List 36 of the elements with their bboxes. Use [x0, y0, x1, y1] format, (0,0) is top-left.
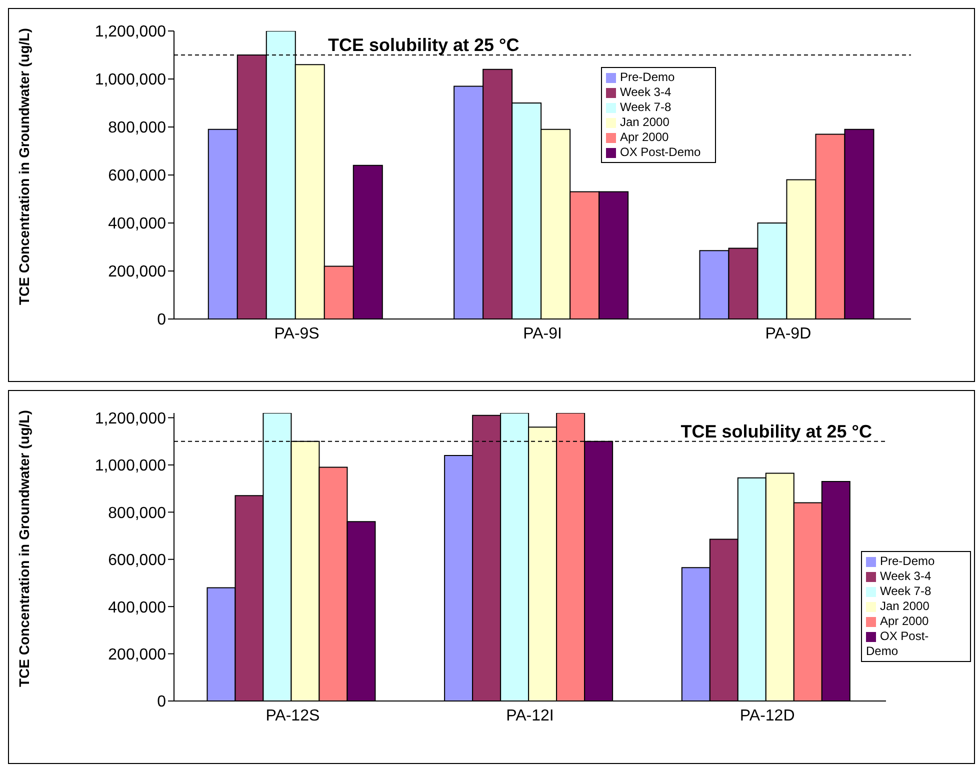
legend-label: Apr 2000	[620, 130, 669, 144]
x-tick-label: PA-9D	[765, 325, 812, 342]
y-tick-label: 200,000	[108, 646, 166, 664]
legend-label: Apr 2000	[880, 614, 929, 628]
y-tick-label: 1,000,000	[94, 458, 166, 475]
y-tick-label: 0	[157, 694, 166, 711]
y-tick-label: 1,000,000	[94, 72, 166, 89]
y-tick-label: 600,000	[108, 552, 166, 570]
legend-label: Week 7-8	[880, 584, 932, 598]
y-axis-title: TCE Concentration in Groundwater (ug/L)	[16, 28, 32, 305]
legend-label: Week 3-4	[880, 569, 932, 583]
x-tick-label: PA-12I	[506, 707, 554, 724]
legend-label: OX Post-Demo	[866, 629, 929, 658]
legend-label: OX Post-Demo	[620, 145, 701, 159]
y-tick-label: 200,000	[108, 264, 166, 281]
x-tick-label: PA-12D	[740, 707, 795, 724]
legend-label: Week 3-4	[620, 85, 672, 99]
y-tick-label: 400,000	[108, 216, 166, 233]
legend-label: Jan 2000	[620, 115, 670, 129]
y-tick-label: 1,200,000	[94, 24, 166, 41]
ref-line-label: TCE solubility at 25 °C	[680, 421, 872, 442]
y-tick-label: 800,000	[108, 504, 166, 522]
y-tick-label: 800,000	[108, 120, 166, 137]
x-tick-label: PA-12S	[266, 707, 320, 724]
legend-label: Pre-Demo	[880, 554, 935, 568]
y-axis-title: TCE Concentration in Groundwater (ug/L)	[16, 410, 32, 687]
legend-label: Week 7-8	[620, 100, 672, 114]
ref-line-label: TCE solubility at 25 °C	[328, 35, 520, 55]
x-tick-label: PA-9I	[523, 325, 562, 342]
x-tick-label: PA-9S	[274, 325, 320, 342]
legend-label: Jan 2000	[880, 599, 930, 613]
y-tick-label: 600,000	[108, 168, 166, 185]
y-tick-label: 1,200,000	[94, 410, 166, 428]
y-tick-label: 0	[157, 312, 166, 329]
legend-label: Pre-Demo	[620, 70, 675, 84]
y-tick-label: 400,000	[108, 599, 166, 616]
